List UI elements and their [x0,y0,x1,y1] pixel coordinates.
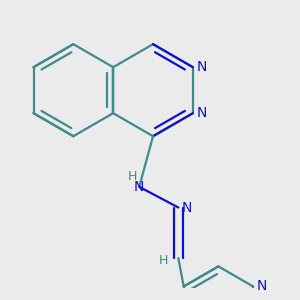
Text: N: N [182,200,192,214]
Text: H: H [128,170,137,183]
Text: H: H [159,254,168,267]
Text: N: N [257,279,267,293]
Text: N: N [196,106,207,120]
Text: N: N [196,60,207,74]
Text: N: N [134,180,144,194]
